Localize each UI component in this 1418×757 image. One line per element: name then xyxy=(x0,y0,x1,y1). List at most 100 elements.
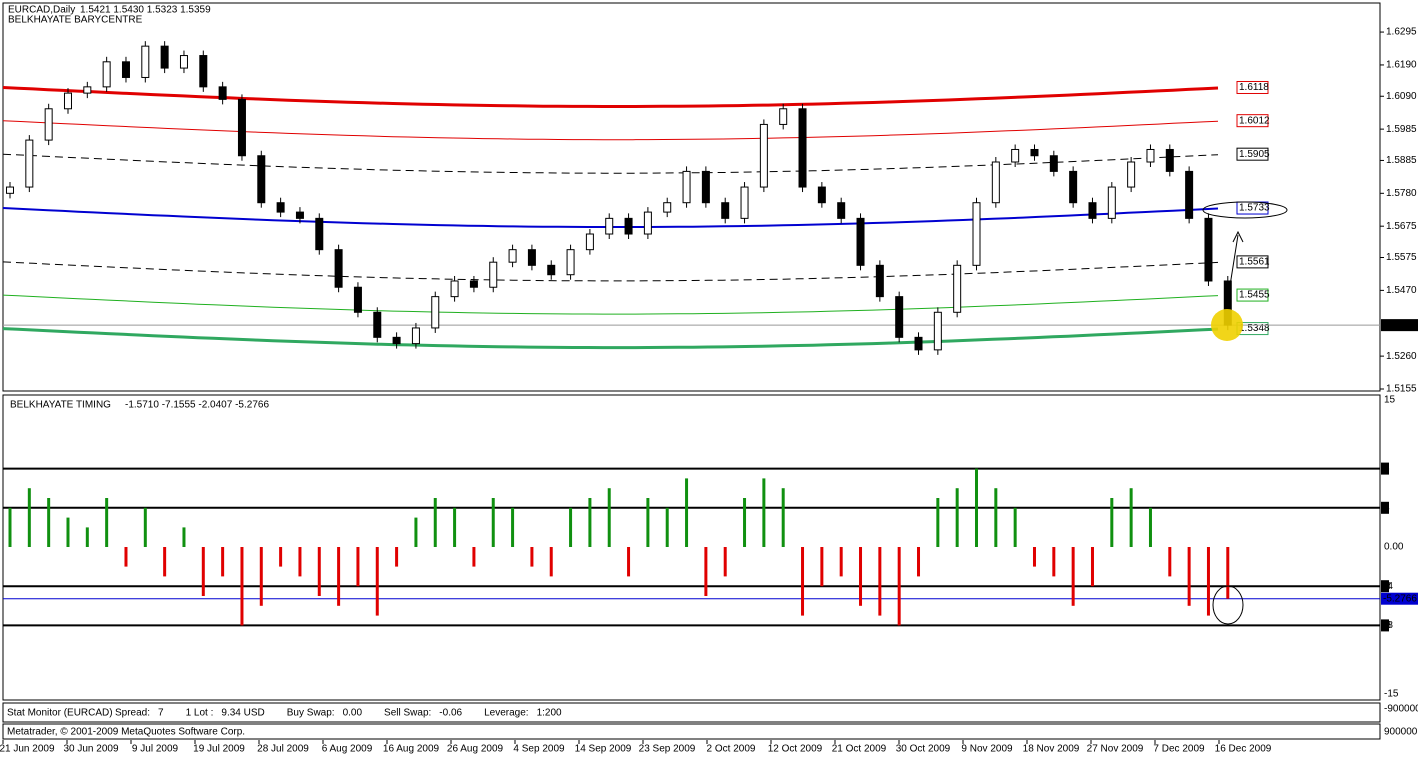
candle xyxy=(237,98,246,157)
time-tick-label: 26 Aug 2009 xyxy=(447,744,504,755)
level-label: -8 xyxy=(1382,620,1391,631)
timing-bar xyxy=(607,488,611,547)
timing-bar xyxy=(511,507,515,547)
timing-bar xyxy=(298,547,302,577)
current-price-label: 1.5359 xyxy=(1384,320,1415,331)
timing-tick-label: 0.00 xyxy=(1384,542,1404,553)
time-tick-label: 23 Sep 2009 xyxy=(639,744,696,755)
timing-bar xyxy=(1129,488,1133,547)
timing-bar xyxy=(433,498,437,547)
candle xyxy=(798,108,807,188)
level-label: -4 xyxy=(1382,581,1391,592)
candle xyxy=(817,186,826,204)
highlight-circle xyxy=(1211,309,1243,341)
current-price-box xyxy=(1381,319,1418,332)
status-value: 1:200 xyxy=(537,708,562,719)
barycentre-band xyxy=(2,120,1219,141)
timing-bar xyxy=(453,507,457,547)
timing-tick-label: 15 xyxy=(1384,395,1396,406)
candle xyxy=(1069,170,1078,204)
timing-bar xyxy=(665,507,669,547)
candle xyxy=(895,296,904,338)
candle xyxy=(566,249,575,276)
timing-bar xyxy=(356,547,360,587)
timing-bar xyxy=(839,547,843,577)
price-tick-label: 1.5985 xyxy=(1386,124,1417,135)
level-label-box xyxy=(1381,619,1389,632)
time-tick-label: 27 Nov 2009 xyxy=(1087,744,1144,755)
candle xyxy=(953,264,962,313)
candle xyxy=(141,45,150,78)
time-tick-label: 19 Jul 2009 xyxy=(193,744,245,755)
price-tick-label: 1.6295 xyxy=(1386,27,1417,38)
candle xyxy=(837,202,846,219)
time-tick-label: 4 Sep 2009 xyxy=(513,744,565,755)
timing-bar xyxy=(743,498,747,547)
timing-bar xyxy=(66,517,70,547)
timing-bar xyxy=(491,498,495,547)
candle xyxy=(392,336,401,345)
candle xyxy=(663,202,672,213)
price-tick-label: 1.5575 xyxy=(1386,252,1417,263)
timing-bar xyxy=(143,507,147,547)
candle xyxy=(972,202,981,266)
timing-bar xyxy=(762,478,766,547)
timing-bar xyxy=(820,547,824,587)
timing-bar xyxy=(1090,547,1094,587)
candle xyxy=(1030,148,1039,157)
candle xyxy=(25,139,34,188)
candle xyxy=(1088,202,1097,219)
price-tick-label: 1.5885 xyxy=(1386,155,1417,166)
candle xyxy=(1107,186,1116,219)
arrow xyxy=(1228,230,1244,293)
status-axis-top: -900000 xyxy=(1384,704,1418,715)
timing-bar xyxy=(163,547,167,577)
candle xyxy=(489,261,498,288)
time-tick-label: 16 Dec 2009 xyxy=(1215,744,1272,755)
band-label-box xyxy=(1236,147,1269,161)
timing-bar xyxy=(1226,547,1230,599)
barycentre-band xyxy=(2,153,1219,174)
timing-bar xyxy=(1187,547,1191,606)
candle xyxy=(1165,148,1174,172)
timing-bar xyxy=(1148,507,1152,547)
indicator-name: BELKHAYATE BARYCENTRE xyxy=(8,15,143,26)
timing-bar xyxy=(627,547,631,577)
timing-bar xyxy=(917,547,921,577)
timing-bar xyxy=(279,547,283,567)
candle xyxy=(121,61,130,78)
highlight-ellipse xyxy=(1212,585,1244,625)
candle xyxy=(991,161,1000,204)
candle xyxy=(218,86,227,100)
status-label: 1 Lot : xyxy=(186,708,214,719)
timing-bar xyxy=(1168,547,1172,577)
band-label: 1.5561 xyxy=(1239,257,1270,268)
band-label: 1.5455 xyxy=(1239,290,1270,301)
candle xyxy=(759,123,768,188)
timing-bar xyxy=(530,547,534,567)
time-tick-label: 30 Oct 2009 xyxy=(896,744,951,755)
candle xyxy=(63,92,72,110)
timing-bar xyxy=(955,488,959,547)
footer-text: Metatrader, © 2001-2009 MetaQuotes Softw… xyxy=(7,727,245,738)
candle xyxy=(373,311,382,338)
candle xyxy=(508,249,517,263)
level-label: 4 xyxy=(1382,502,1388,513)
level-label: 8 xyxy=(1382,463,1388,474)
timing-bar xyxy=(317,547,321,596)
band-label: 1.5733 xyxy=(1239,203,1270,214)
time-tick-label: 6 Aug 2009 xyxy=(322,744,373,755)
current-timing-label: -5.2766 xyxy=(1383,593,1417,604)
timing-bar xyxy=(259,547,263,606)
status-label: Spread: xyxy=(115,708,150,719)
timing-bar xyxy=(414,517,418,547)
timing-bar xyxy=(859,547,863,606)
status-value: -0.06 xyxy=(439,708,462,719)
candle xyxy=(334,249,343,288)
current-timing-box xyxy=(1381,592,1418,605)
annotations xyxy=(1202,201,1288,625)
timing-bar xyxy=(878,547,882,616)
timing-bar xyxy=(1071,547,1075,606)
candle xyxy=(1049,155,1058,172)
time-tick-label: 18 Nov 2009 xyxy=(1023,744,1080,755)
